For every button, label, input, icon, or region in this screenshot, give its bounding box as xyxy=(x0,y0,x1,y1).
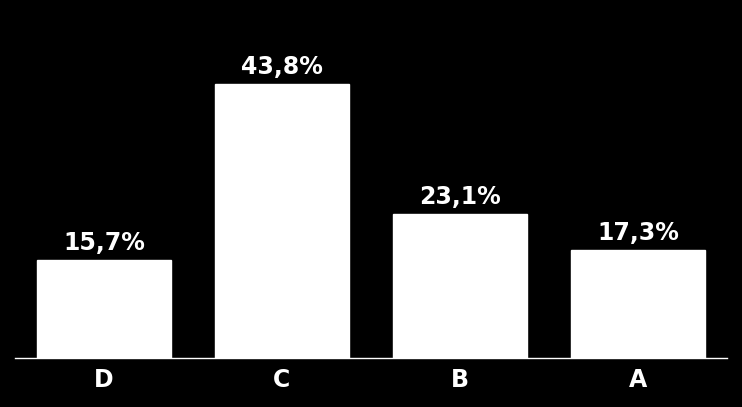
Bar xyxy=(37,260,171,358)
Bar xyxy=(393,214,527,358)
Text: 17,3%: 17,3% xyxy=(597,221,679,245)
Bar xyxy=(215,84,349,358)
Text: 43,8%: 43,8% xyxy=(241,55,323,79)
Bar xyxy=(571,250,705,358)
Text: 23,1%: 23,1% xyxy=(419,184,501,208)
Text: 15,7%: 15,7% xyxy=(63,231,145,255)
